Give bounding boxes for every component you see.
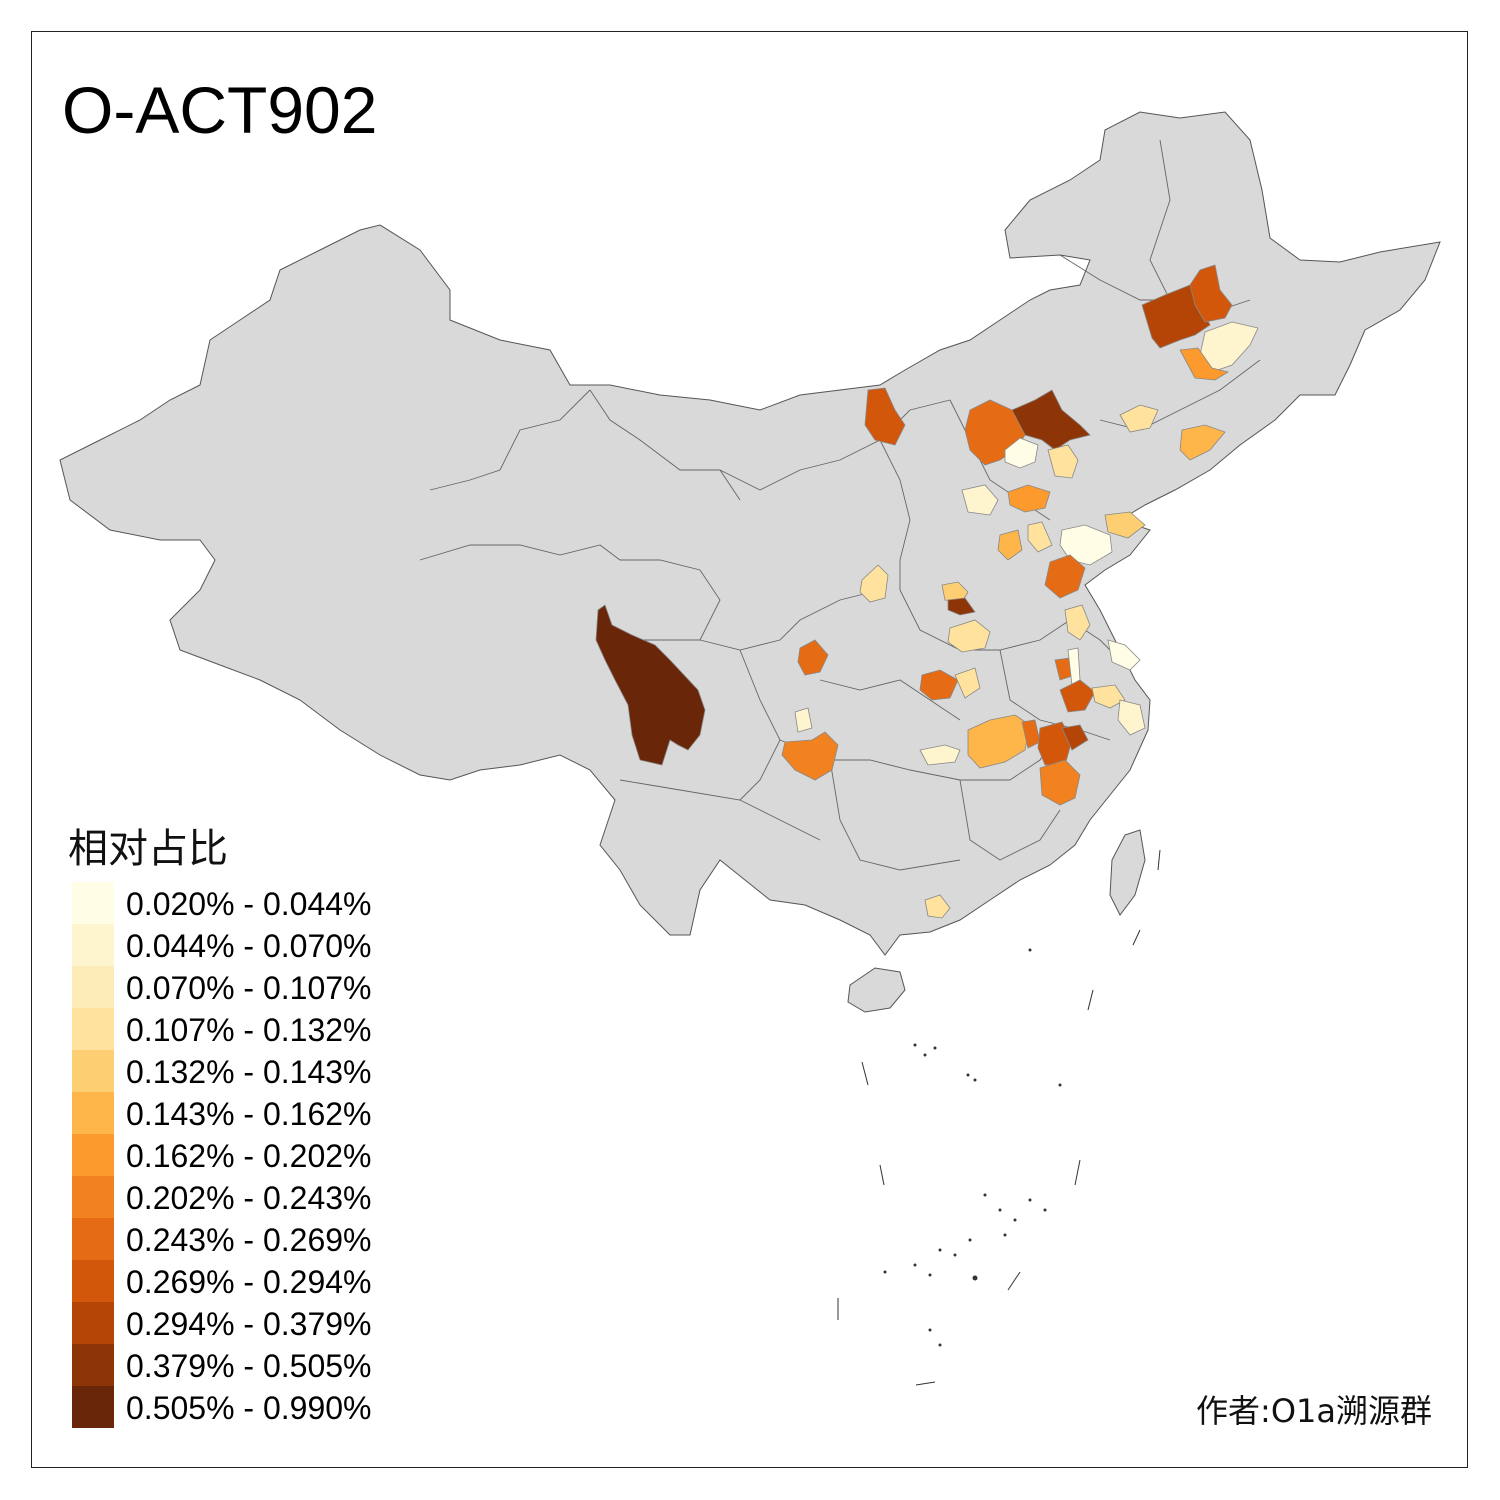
region-shanxi-south [941, 581, 969, 603]
region-guangdong [924, 894, 951, 919]
region-hebei-central [1007, 484, 1051, 513]
legend-swatch [72, 924, 114, 966]
region-jilin-west [1179, 347, 1230, 381]
china-landmass [59, 111, 1441, 956]
legend-swatch [72, 1134, 114, 1176]
region-heilongjiang-north [1189, 264, 1233, 323]
taiwan-island [1109, 829, 1146, 916]
legend-label: 0.202% - 0.243% [126, 1180, 372, 1216]
legend-label: 0.162% - 0.202% [126, 1138, 372, 1174]
region-shandong-south [1044, 554, 1086, 599]
legend-swatch [72, 1260, 114, 1302]
region-ningxia [859, 564, 889, 603]
legend-label: 0.269% - 0.294% [126, 1264, 372, 1300]
region-henan-central [947, 619, 991, 653]
region-hebei-south [997, 529, 1023, 561]
legend-swatch [72, 1050, 114, 1092]
map-frame [31, 31, 1468, 1468]
legend-label: 0.294% - 0.379% [126, 1306, 372, 1342]
legend-swatch [72, 1008, 114, 1050]
region-hebei-east [1047, 444, 1079, 479]
region-shandong-central [1059, 524, 1113, 566]
scattered-islets [883, 948, 1062, 1347]
legend-label: 0.505% - 0.990% [126, 1390, 372, 1426]
legend-swatch [72, 882, 114, 924]
data-regions [595, 264, 1259, 919]
legend-swatch [72, 1344, 114, 1386]
legend-label: 0.020% - 0.044% [126, 886, 372, 922]
region-zhejiang-north [1091, 684, 1126, 709]
region-jiangsu-north [1064, 604, 1091, 641]
region-inner-mongolia-west [864, 387, 906, 446]
region-shaanxi-south [797, 639, 829, 676]
legend-label: 0.143% - 0.162% [126, 1096, 372, 1132]
legend-swatch [72, 1092, 114, 1134]
legend-swatch [72, 1302, 114, 1344]
legend-swatch [72, 1218, 114, 1260]
legend-label: 0.243% - 0.269% [126, 1222, 372, 1258]
map-title: O-ACT902 [62, 73, 378, 147]
author-credit: 作者:O1a溯源群 [1196, 1392, 1432, 1430]
region-hebei-south2 [1027, 521, 1053, 553]
region-hunan-north [967, 714, 1031, 769]
legend-title: 相对占比 [68, 826, 228, 872]
legend-label: 0.132% - 0.143% [126, 1054, 372, 1090]
region-hubei-central [954, 667, 981, 699]
legend-swatch [72, 1176, 114, 1218]
region-anhui-south [1059, 679, 1096, 713]
legend-swatch [72, 1386, 114, 1428]
region-jiangxi-east [1061, 724, 1089, 751]
legend-label: 0.070% - 0.107% [126, 970, 372, 1006]
region-hubei-west [919, 669, 959, 701]
region-jiangxi-south [1039, 759, 1081, 806]
region-liaoning-west [1119, 404, 1159, 433]
region-sichuan-west [595, 604, 706, 766]
hainan-island [847, 967, 906, 1013]
legend-swatch [72, 966, 114, 1008]
region-liaoning-east [1179, 424, 1226, 461]
legend-label: 0.044% - 0.070% [126, 928, 372, 964]
region-zhejiang-coast [1117, 699, 1146, 736]
region-henan-north [947, 597, 976, 616]
region-heilongjiang-west [1141, 284, 1211, 349]
south-china-sea-islands [837, 849, 1161, 1386]
region-shandong-east [1104, 511, 1146, 539]
region-hunan-west [919, 744, 961, 766]
region-guizhou-north [781, 731, 839, 781]
legend-label: 0.107% - 0.132% [126, 1012, 372, 1048]
region-jiangsu-coast [1107, 639, 1141, 671]
region-shanxi-north [961, 484, 999, 516]
region-chongqing [794, 707, 813, 733]
legend-label: 0.379% - 0.505% [126, 1348, 372, 1384]
region-hebei-north [1004, 437, 1039, 469]
